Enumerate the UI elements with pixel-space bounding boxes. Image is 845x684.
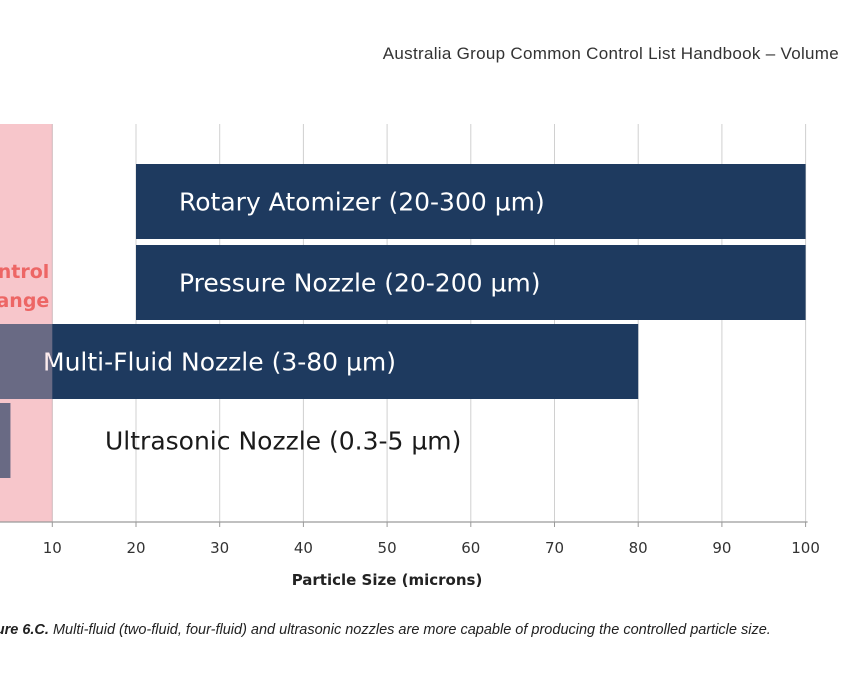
bar-label: Multi-Fluid Nozzle (3-80 µm)	[43, 348, 396, 377]
x-axis-title: Particle Size (microns)	[292, 571, 483, 589]
caption-text: Multi-fluid (two-fluid, four-fluid) and …	[48, 622, 771, 638]
bar-label: Rotary Atomizer (20-300 µm)	[179, 188, 545, 217]
x-tick-label: 80	[629, 539, 648, 557]
bar	[0, 403, 11, 478]
control-range-label-line1: Control	[0, 261, 49, 283]
x-tick-label: 60	[461, 539, 480, 557]
control-range-label-line2: Range	[0, 290, 49, 312]
bar	[136, 245, 806, 320]
caption-label: Figure 6.C.	[0, 622, 49, 638]
x-tick-label: 10	[43, 539, 62, 557]
x-tick-label: 20	[126, 539, 145, 557]
page-header: Australia Group Common Control List Hand…	[382, 44, 839, 63]
x-tick-label: 50	[378, 539, 397, 557]
bar-label: Pressure Nozzle (20-200 µm)	[179, 269, 540, 298]
figure-caption: Figure 6.C. Multi-fluid (two-fluid, four…	[0, 620, 820, 640]
bar	[136, 164, 806, 239]
x-tick-label: 70	[545, 539, 564, 557]
bar-label: Ultrasonic Nozzle (0.3-5 µm)	[105, 427, 461, 456]
x-tick-label: 100	[791, 539, 820, 557]
x-tick-label: 90	[712, 539, 731, 557]
x-tick-label: 30	[210, 539, 229, 557]
control-range-overlay	[0, 124, 53, 522]
particle-size-chart: Control Range Rotary Atomizer (20-300 µm)…	[0, 124, 820, 589]
x-tick-label: 40	[294, 539, 313, 557]
bar	[0, 324, 639, 399]
